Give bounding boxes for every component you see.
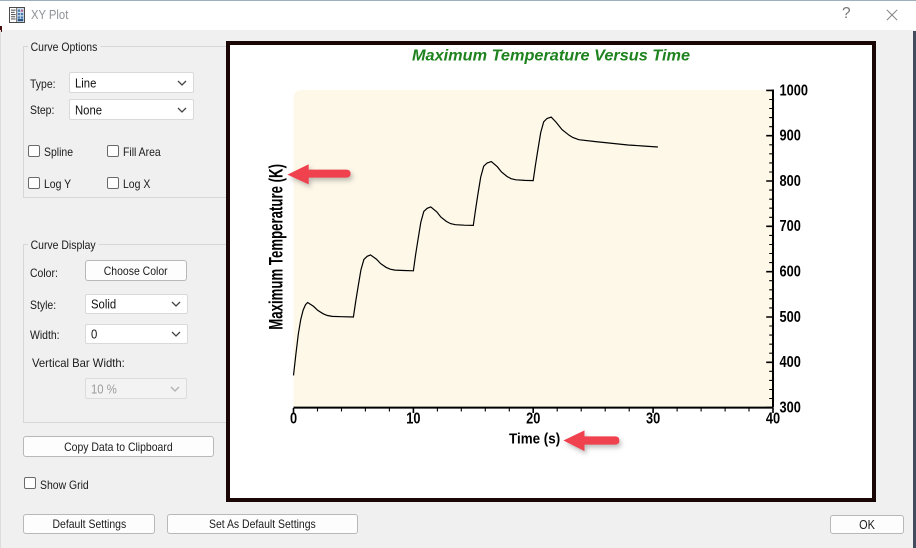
svg-text:600: 600: [780, 263, 801, 281]
svg-text:900: 900: [780, 127, 801, 145]
svg-text:40: 40: [766, 410, 780, 428]
svg-text:800: 800: [780, 173, 801, 191]
svg-text:30: 30: [646, 410, 660, 428]
svg-text:700: 700: [780, 218, 801, 236]
svg-text:Maximum Temperature Versus Tim: Maximum Temperature Versus Time: [412, 48, 690, 65]
svg-text:400: 400: [780, 354, 801, 372]
svg-text:Maximum Temperature (K): Maximum Temperature (K): [266, 164, 287, 330]
svg-text:10: 10: [406, 410, 420, 428]
svg-text:0: 0: [290, 410, 297, 428]
svg-text:1000: 1000: [780, 82, 808, 100]
svg-text:300: 300: [780, 399, 801, 417]
svg-text:Time (s): Time (s): [509, 431, 560, 448]
svg-text:500: 500: [780, 309, 801, 327]
svg-text:20: 20: [526, 410, 540, 428]
